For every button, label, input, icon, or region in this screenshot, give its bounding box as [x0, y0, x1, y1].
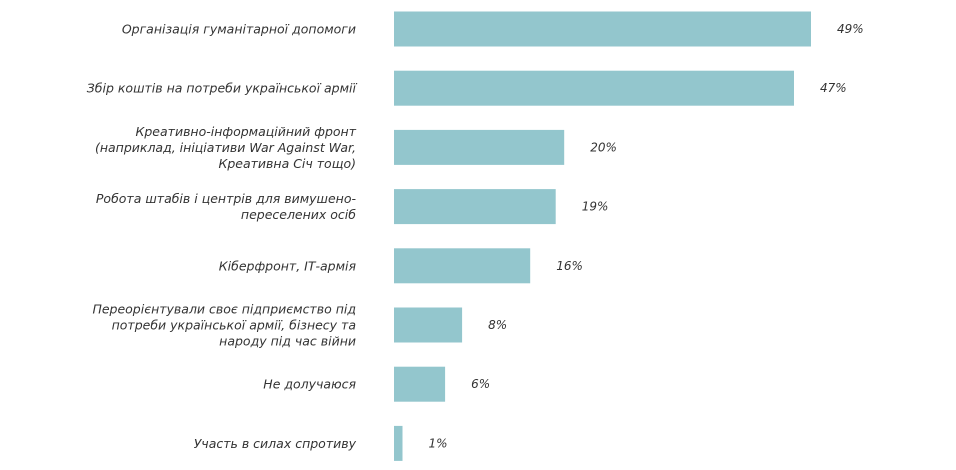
value-label-0: 49%: [837, 22, 864, 36]
value-label-5: 8%: [488, 318, 507, 332]
bar-0: [394, 11, 811, 47]
category-labels-group: Організація гуманітарної допомоги Збір ко…: [87, 22, 358, 451]
category-label-6: Не долучаюся: [263, 377, 356, 392]
category-label-1: Збір коштів на потреби української армії: [87, 81, 358, 96]
bar-5: [394, 307, 463, 343]
bar-1: [394, 70, 794, 106]
category-label-7: Участь в силах спротиву: [194, 436, 357, 451]
category-label-4: Кіберфронт, ІТ-армія: [219, 258, 357, 273]
category-label-3: Робота штабів і центрів для вимушено-пер…: [96, 191, 357, 222]
bar-2: [394, 129, 565, 165]
bar-6: [394, 366, 446, 402]
category-label-2: Креативно-інформаційний фронт (наприклад,…: [95, 124, 357, 171]
bar-3: [394, 189, 556, 225]
bar-4: [394, 248, 531, 284]
value-label-3: 19%: [582, 200, 609, 214]
value-label-7: 1%: [429, 436, 448, 450]
value-label-6: 6%: [471, 377, 490, 391]
bar-7: [394, 425, 403, 461]
value-label-1: 47%: [820, 81, 847, 95]
bars-group: [394, 11, 811, 461]
value-labels-group: 49% 47% 20% 19% 16% 8% 6% 1%: [429, 22, 864, 450]
value-label-2: 20%: [590, 140, 617, 154]
value-label-4: 16%: [556, 259, 583, 273]
category-label-5: Переорієнтували своє підприємство під пот…: [92, 302, 356, 349]
category-label-0: Організація гуманітарної допомоги: [122, 22, 356, 37]
